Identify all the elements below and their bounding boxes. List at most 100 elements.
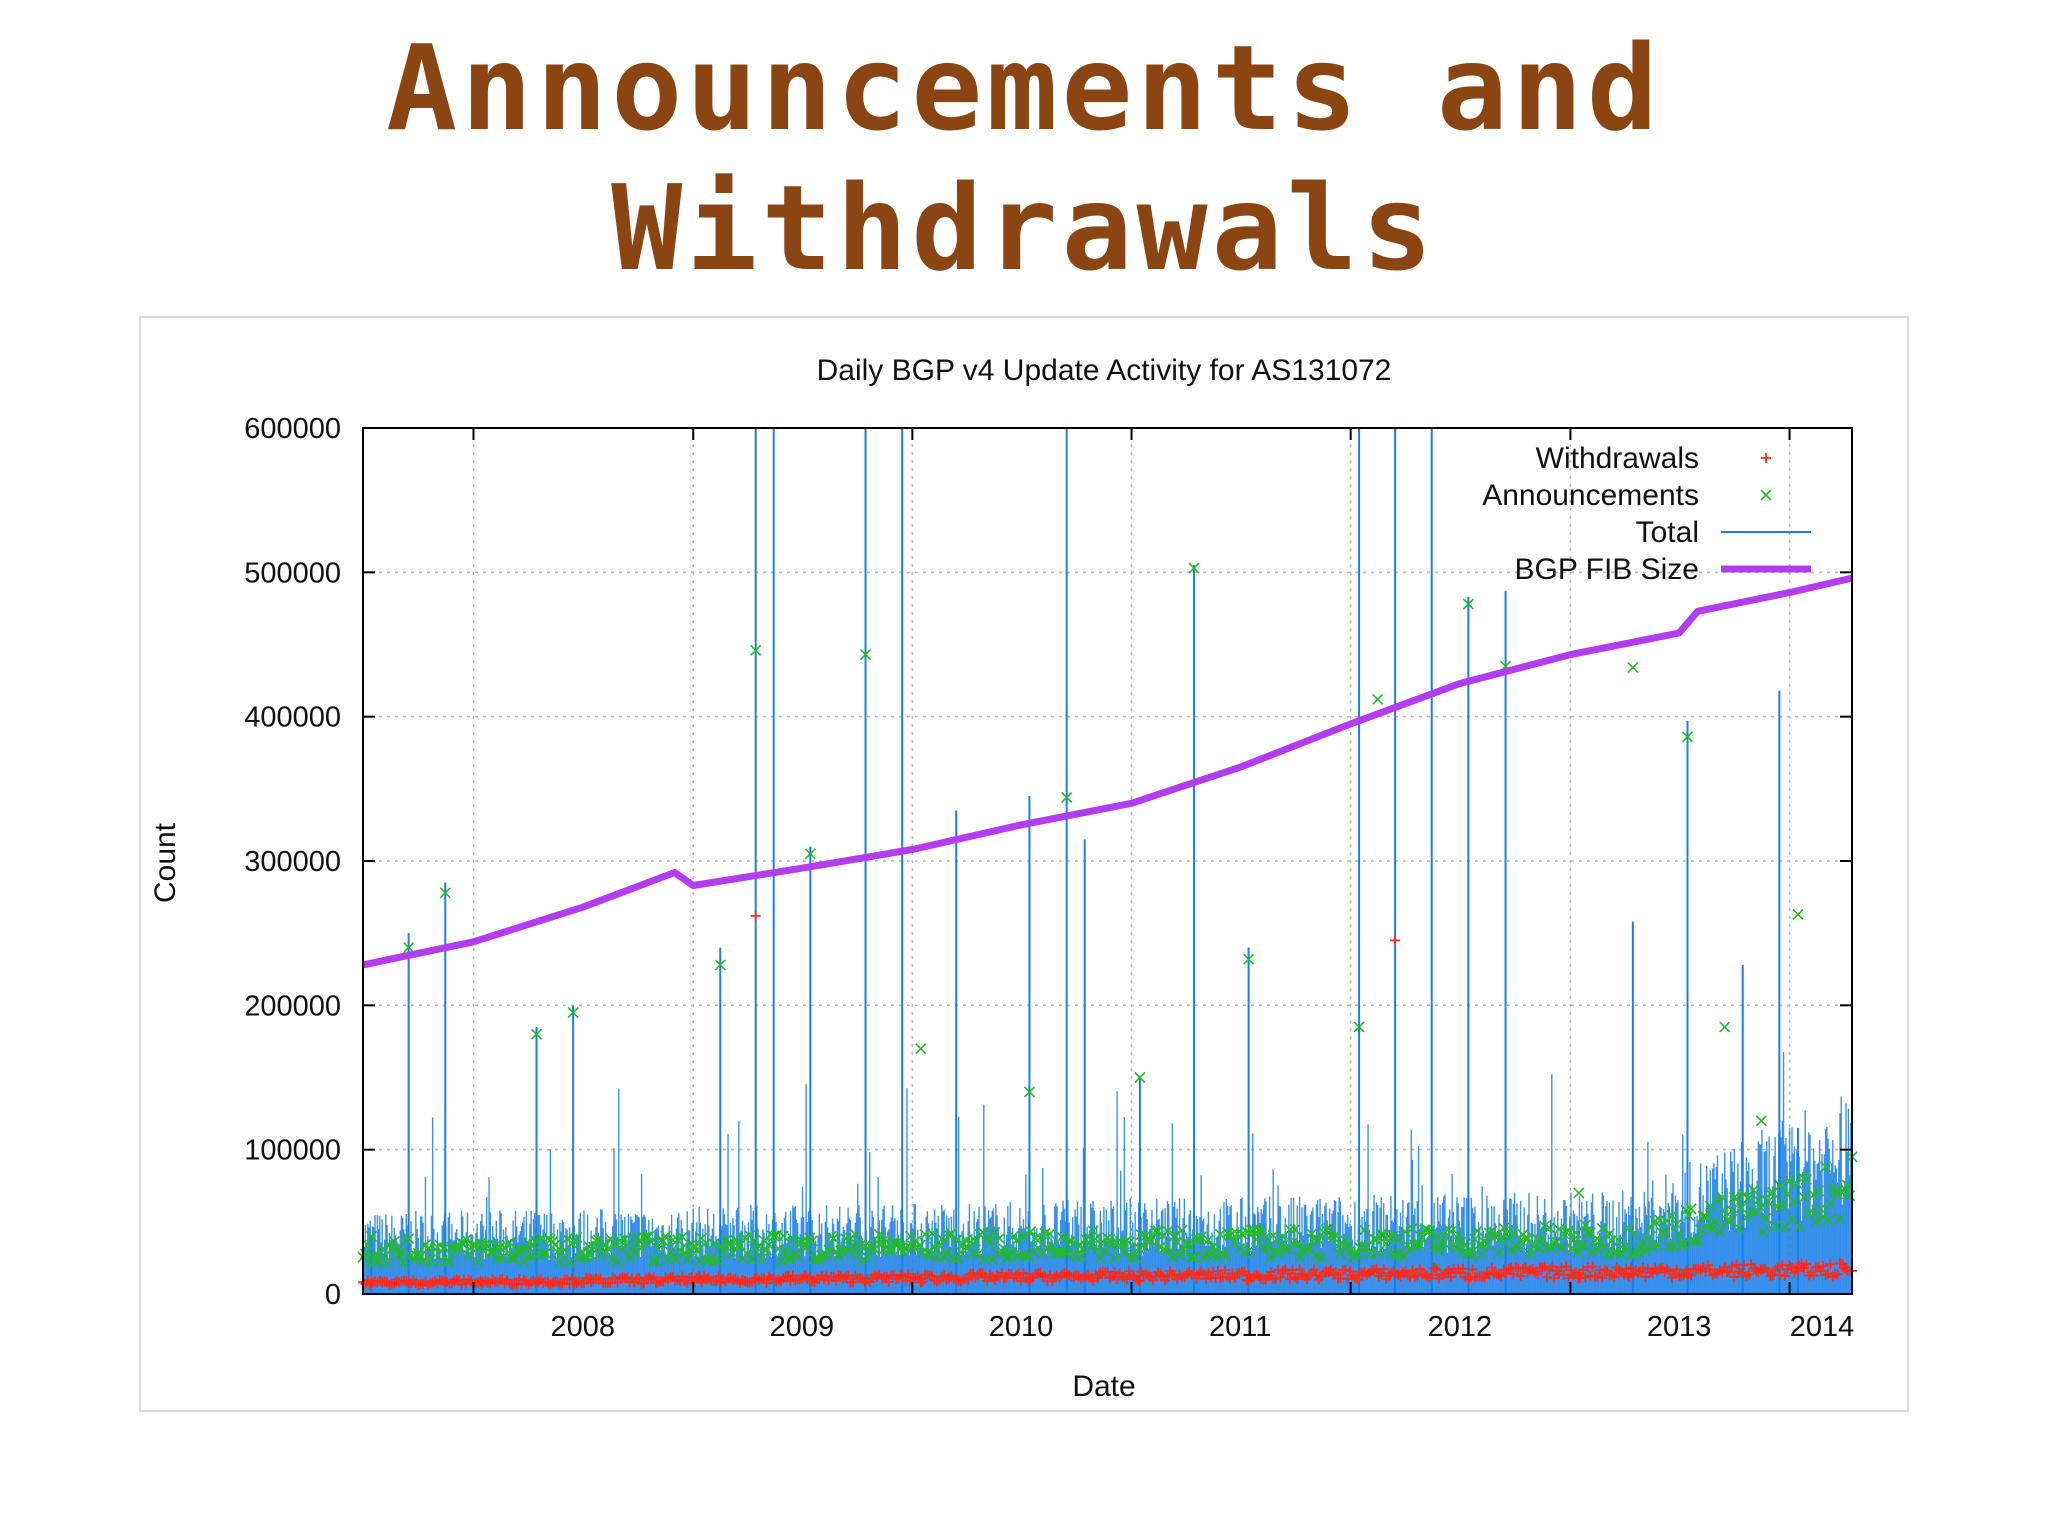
withdrawal-point	[1109, 1267, 1120, 1278]
announcement-point	[777, 1230, 789, 1242]
announcement-point	[1651, 1238, 1664, 1250]
announcement-point	[993, 1232, 1005, 1244]
withdrawal-point	[1525, 1265, 1536, 1276]
announcement-point	[1788, 1196, 1800, 1208]
announcement-point	[1642, 1232, 1654, 1245]
announcement-point	[1262, 1241, 1274, 1253]
withdrawal-point	[1429, 1263, 1440, 1274]
withdrawal-point	[1369, 1265, 1380, 1276]
announcement-point	[1671, 1218, 1683, 1230]
announcement-point	[708, 1238, 720, 1250]
announcement-point	[924, 1250, 936, 1262]
announcement-point	[1231, 1228, 1243, 1240]
announcement-point	[1044, 1228, 1056, 1240]
withdrawal-point	[1529, 1267, 1540, 1278]
withdrawal-point	[1467, 1264, 1478, 1275]
announcement-point	[1759, 1213, 1772, 1225]
announcement-point	[1382, 1230, 1395, 1243]
announcement-point	[602, 1243, 614, 1255]
announcement-point	[1406, 1222, 1419, 1234]
announcement-point	[590, 1235, 602, 1247]
withdrawal-point	[1772, 1262, 1783, 1273]
announcement-point	[592, 1234, 604, 1246]
announcement-point	[585, 1249, 597, 1261]
withdrawal-point	[711, 1275, 722, 1286]
withdrawal-point	[648, 1272, 659, 1283]
announcement-peak	[1134, 1071, 1146, 1084]
withdrawal-peak	[1243, 1276, 1254, 1287]
announcement-point	[861, 1252, 873, 1264]
announcement-point	[1243, 1244, 1255, 1256]
announcement-point	[1663, 1240, 1676, 1253]
announcement-point	[1171, 1236, 1183, 1248]
announcement-point	[460, 1233, 472, 1246]
announcement-point	[1627, 1228, 1640, 1240]
withdrawal-point	[972, 1270, 983, 1281]
announcement-point	[1685, 1203, 1697, 1215]
withdrawal-point	[924, 1270, 935, 1281]
withdrawal-point	[1695, 1264, 1706, 1275]
announcement-point	[955, 1246, 967, 1258]
announcement-point	[388, 1236, 400, 1248]
withdrawal-point	[650, 1277, 661, 1288]
withdrawal-peak	[1463, 1274, 1474, 1285]
withdrawal-point	[1647, 1268, 1658, 1279]
announcement-point	[1747, 1184, 1760, 1196]
announcement-point	[467, 1239, 480, 1251]
announcement-point	[1620, 1241, 1632, 1253]
announcement-point	[953, 1252, 965, 1264]
announcement-point	[443, 1255, 456, 1267]
withdrawal-point	[1155, 1268, 1166, 1279]
announcement-point	[1272, 1247, 1284, 1259]
withdrawal-point	[737, 1275, 748, 1286]
announcement-point	[768, 1230, 780, 1242]
announcement-point	[463, 1249, 475, 1261]
announcement-point	[650, 1255, 662, 1267]
announcement-point	[487, 1246, 499, 1258]
withdrawal-point	[1640, 1271, 1651, 1282]
withdrawal-point	[1592, 1271, 1603, 1282]
announcement-point	[1796, 1170, 1808, 1182]
withdrawal-point	[1832, 1269, 1843, 1280]
withdrawal-point	[562, 1274, 573, 1285]
announcement-point	[525, 1251, 537, 1263]
announcement-point	[1185, 1252, 1198, 1264]
withdrawal-point	[1726, 1261, 1737, 1272]
announcement-point	[792, 1250, 804, 1263]
withdrawal-point	[1126, 1269, 1137, 1280]
announcement-point	[1716, 1191, 1728, 1204]
withdrawal-point	[1662, 1264, 1673, 1275]
announcement-point	[1498, 1222, 1510, 1234]
legend-label-announcements: Announcements	[1482, 479, 1699, 512]
announcement-point	[989, 1226, 1001, 1238]
announcement-point	[667, 1234, 679, 1246]
y-axis-label: Count	[149, 822, 182, 903]
announcement-point	[660, 1230, 672, 1242]
announcement-point	[539, 1247, 552, 1259]
withdrawal-point	[831, 1275, 842, 1286]
announcement-point	[1812, 1185, 1824, 1197]
announcement-point	[1774, 1179, 1786, 1192]
withdrawal-peak	[586, 1277, 597, 1288]
announcement-point	[1714, 1226, 1726, 1238]
withdrawal-point	[1493, 1269, 1504, 1280]
withdrawal-peak	[696, 1277, 707, 1288]
withdrawal-point	[497, 1273, 508, 1284]
announcement-peak	[750, 644, 762, 656]
withdrawal-peak	[1024, 1276, 1035, 1287]
withdrawal-peak	[366, 1277, 377, 1288]
announcement-point	[1678, 1238, 1690, 1250]
announcement-point	[395, 1247, 407, 1259]
y-tick-label: 300000	[244, 846, 341, 878]
announcement-point	[746, 1253, 758, 1265]
announcement-point	[732, 1240, 744, 1252]
withdrawal-point	[963, 1274, 974, 1285]
announcement-point	[756, 1252, 768, 1264]
announcement-point	[799, 1240, 811, 1252]
announcement-point	[1488, 1230, 1500, 1242]
announcement-point	[1769, 1220, 1781, 1232]
announcement-point	[1764, 1187, 1776, 1200]
announcement-point	[926, 1227, 938, 1240]
announcement-point	[1161, 1225, 1174, 1237]
announcement-point	[1752, 1194, 1764, 1206]
